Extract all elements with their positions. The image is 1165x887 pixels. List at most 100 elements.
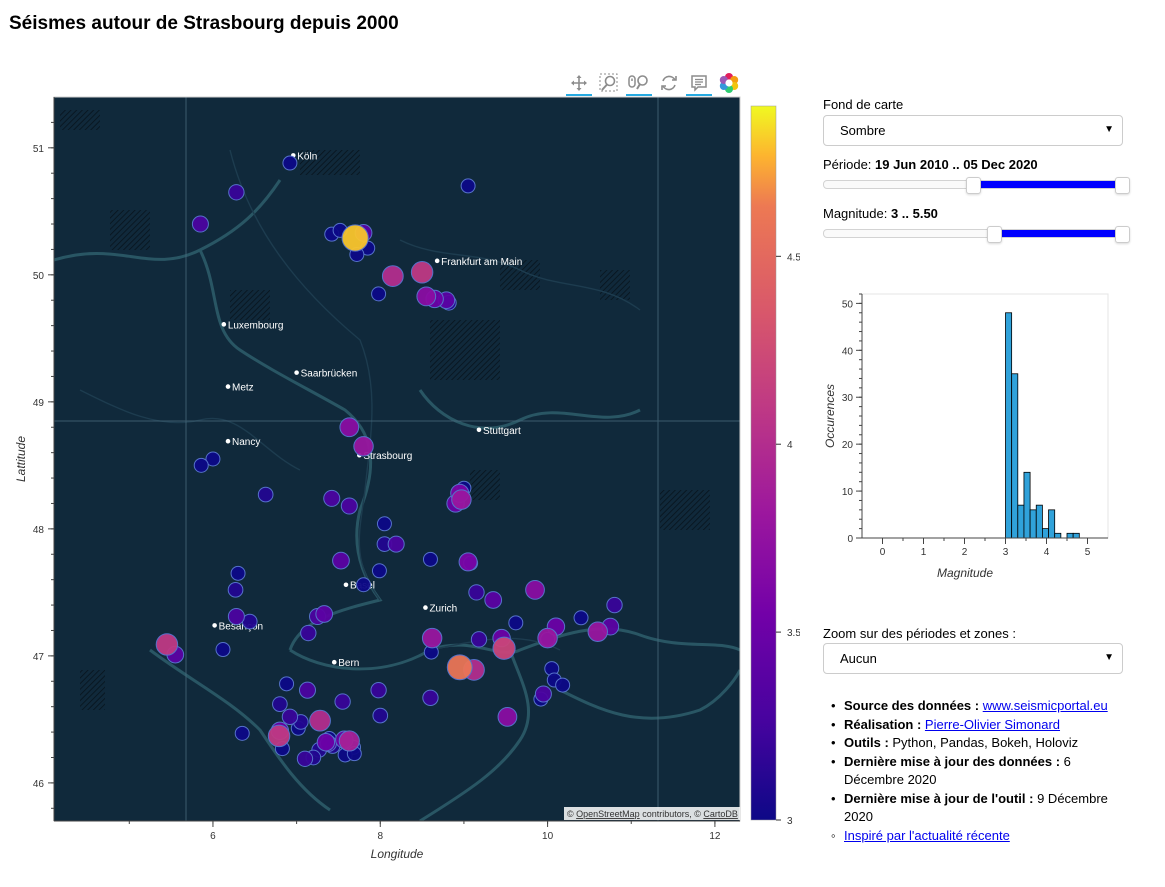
city-label: Stuttgart xyxy=(483,426,521,437)
earthquake-point[interactable] xyxy=(370,681,387,699)
earthquake-point[interactable] xyxy=(484,591,503,609)
histogram-bar[interactable] xyxy=(1011,373,1019,539)
earthquake-point[interactable] xyxy=(296,750,314,767)
earthquake-point[interactable] xyxy=(234,725,250,741)
histogram-bar[interactable] xyxy=(1054,532,1062,539)
attribution-carto-link[interactable]: CartoDB xyxy=(703,809,738,819)
earthquake-point[interactable] xyxy=(606,596,623,614)
earthquake-point[interactable] xyxy=(315,605,334,623)
colorbar-tick-label: 4 xyxy=(787,440,793,451)
earthquake-point[interactable] xyxy=(309,709,331,732)
basemap-select[interactable]: Sombre ▼ xyxy=(823,115,1123,146)
period-start-handle[interactable] xyxy=(966,177,981,194)
earthquake-point[interactable] xyxy=(356,577,372,593)
earthquake-point[interactable] xyxy=(267,724,291,748)
earthquake-point[interactable] xyxy=(497,706,518,727)
earthquake-point[interactable] xyxy=(316,733,336,752)
magnitude-slider-track xyxy=(823,226,1130,243)
earthquake-point[interactable] xyxy=(416,286,437,307)
earthquake-point[interactable] xyxy=(537,627,558,649)
earthquake-point[interactable] xyxy=(376,516,392,532)
histogram-bar[interactable] xyxy=(1048,509,1056,539)
earthquake-point[interactable] xyxy=(470,631,488,648)
earthquake-point[interactable] xyxy=(468,584,485,601)
magnitude-start-handle[interactable] xyxy=(986,226,1002,243)
bokeh-logo-link[interactable] xyxy=(714,70,744,96)
earthquake-point[interactable] xyxy=(508,615,524,631)
info-tools-label: Outils : xyxy=(844,735,893,750)
earthquake-point[interactable] xyxy=(191,215,209,233)
earthquake-point[interactable] xyxy=(341,224,369,252)
magnitude-end-handle[interactable] xyxy=(1115,226,1130,243)
info-tools-value: Python, Pandas, Bokeh, Holoviz xyxy=(892,735,1079,750)
magnitude-label: Magnitude: 3 .. 5.50 xyxy=(823,206,938,221)
earthquake-point[interactable] xyxy=(155,633,179,656)
earthquake-point[interactable] xyxy=(446,654,473,681)
earthquake-point[interactable] xyxy=(458,552,478,572)
earthquake-point[interactable] xyxy=(228,184,245,201)
box-zoom-tool-button[interactable] xyxy=(594,70,624,96)
earthquake-point[interactable] xyxy=(281,708,299,726)
histogram-bar[interactable] xyxy=(1035,504,1043,539)
earthquake-point[interactable] xyxy=(587,621,609,642)
earthquake-point[interactable] xyxy=(451,489,472,510)
earthquake-point[interactable] xyxy=(421,627,443,649)
earthquake-point[interactable] xyxy=(492,636,516,660)
earthquake-point[interactable] xyxy=(193,457,209,473)
earthquake-point[interactable] xyxy=(282,155,298,171)
earthquake-point[interactable] xyxy=(353,436,374,457)
earthquake-point[interactable] xyxy=(525,579,545,600)
earthquake-point[interactable] xyxy=(573,610,589,626)
earthquake-point[interactable] xyxy=(205,451,221,467)
author-link[interactable]: Pierre-Olivier Simonard xyxy=(924,716,1061,732)
earthquake-point[interactable] xyxy=(460,178,476,194)
pan-tool-button[interactable] xyxy=(564,70,594,96)
earthquake-point[interactable] xyxy=(422,689,439,706)
earthquake-point[interactable] xyxy=(279,676,295,692)
histogram-bar[interactable] xyxy=(1017,504,1025,539)
hover-tool-button[interactable] xyxy=(684,70,714,96)
inspired-link[interactable]: Inspiré par l'actualité récente xyxy=(844,827,1010,843)
earthquake-point[interactable] xyxy=(272,696,288,712)
earthquake-point[interactable] xyxy=(387,535,405,553)
earthquake-map[interactable]: Köln Frankfurt am Main Luxembourg Saarbrück… xyxy=(0,90,800,870)
earthquake-point[interactable] xyxy=(334,693,351,710)
earthquake-point[interactable] xyxy=(298,681,317,699)
zoom-select[interactable]: Aucun ▼ xyxy=(823,643,1123,674)
earthquake-point[interactable] xyxy=(340,497,358,515)
earthquake-point[interactable] xyxy=(230,565,246,581)
earthquake-point[interactable] xyxy=(371,286,387,302)
attribution-osm-link[interactable]: OpenStreetMap xyxy=(576,809,640,819)
earthquake-point[interactable] xyxy=(410,261,434,284)
wheel-zoom-tool-button[interactable] xyxy=(624,70,654,96)
histogram-bar[interactable] xyxy=(1005,312,1013,539)
histogram-bar[interactable] xyxy=(1023,471,1031,539)
city-marker: Metz xyxy=(225,383,254,394)
histogram-y-tick-label: 40 xyxy=(842,346,854,357)
earthquake-point[interactable] xyxy=(534,685,552,703)
earthquake-point[interactable] xyxy=(300,624,317,642)
earthquake-point[interactable] xyxy=(422,551,438,567)
earthquake-point[interactable] xyxy=(332,551,350,570)
histogram-bar[interactable] xyxy=(1072,532,1080,539)
magnitude-range-slider[interactable] xyxy=(823,224,1130,244)
period-end-handle[interactable] xyxy=(1115,177,1130,194)
earthquake-point[interactable] xyxy=(227,607,245,626)
earthquake-point[interactable] xyxy=(338,730,360,752)
histogram-bar[interactable] xyxy=(1041,528,1049,539)
earthquake-point[interactable] xyxy=(323,489,341,507)
earthquake-point[interactable] xyxy=(555,677,571,693)
histogram-bar[interactable] xyxy=(1066,532,1074,539)
earthquake-point[interactable] xyxy=(227,581,244,598)
earthquake-point[interactable] xyxy=(257,486,274,503)
source-link[interactable]: www.seismicportal.eu xyxy=(982,698,1108,713)
earthquake-point[interactable] xyxy=(381,265,404,287)
earthquake-point[interactable] xyxy=(215,642,231,658)
histogram-bar[interactable] xyxy=(1029,509,1037,539)
period-range-slider[interactable] xyxy=(823,175,1130,195)
earthquake-point[interactable] xyxy=(371,563,387,579)
earthquake-point[interactable] xyxy=(339,417,360,438)
earthquake-point[interactable] xyxy=(372,707,389,724)
reset-tool-button[interactable] xyxy=(654,70,684,96)
